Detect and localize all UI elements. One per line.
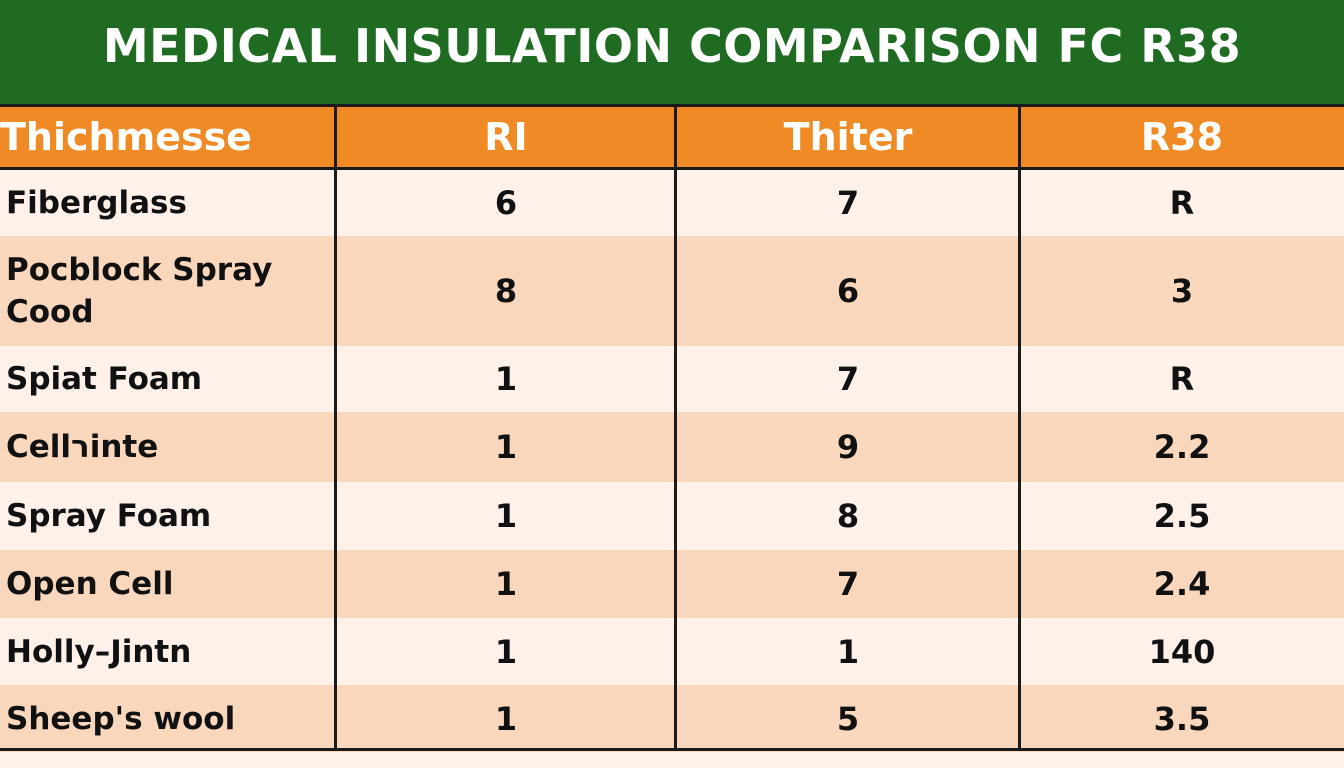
table-cell: 1 (676, 618, 1020, 685)
table-cell: 9 (676, 412, 1020, 482)
table-cell: 6 (336, 170, 676, 236)
table-cell: 8 (676, 482, 1020, 550)
table-cell: 7 (676, 550, 1020, 618)
table-cell: 2.5 (1020, 482, 1344, 550)
table-cell: 1 (336, 412, 676, 482)
column-divider (674, 104, 677, 750)
column-divider (334, 104, 337, 750)
table-row-label: Spiat Foam (0, 346, 336, 412)
column-divider (1018, 104, 1021, 750)
chart-title: MEDICAL INSULATION COMPARISON FC R38 (102, 19, 1242, 73)
table-cell: 7 (676, 170, 1020, 236)
table-cell: R (1020, 346, 1344, 412)
table-row-label: Open Cell (0, 550, 336, 618)
title-bar: MEDICAL INSULATION COMPARISON FC R38 (0, 0, 1344, 104)
table-cell: 6 (676, 236, 1020, 346)
table-cell: 7 (676, 346, 1020, 412)
table-cell: 3.5 (1020, 685, 1344, 752)
table-row-label: Cellרinte (0, 412, 336, 482)
table-cell: 1 (336, 482, 676, 550)
table-cell: 8 (336, 236, 676, 346)
table-row-label: Pocblock Spray Cood (0, 236, 336, 346)
table-cell: 5 (676, 685, 1020, 752)
table-row-label: Fiberglass (0, 170, 336, 236)
table-cell: 1 (336, 618, 676, 685)
table-cell: 1 (336, 550, 676, 618)
table-cell: 2.4 (1020, 550, 1344, 618)
table-cell: R (1020, 170, 1344, 236)
table-row-label: Sheep's wool (0, 685, 336, 752)
table-cell: 1 (336, 685, 676, 752)
table-grid: Thichmesse RI Thiter R38 Fiberglass 6 7 R Po… (0, 104, 1344, 752)
table-cell: 140 (1020, 618, 1344, 685)
column-header-ri: RI (336, 104, 676, 170)
column-header-thiter: Thiter (676, 104, 1020, 170)
table-cell: 3 (1020, 236, 1344, 346)
table-bottom-border (0, 748, 1344, 751)
column-header-r38: R38 (1020, 104, 1344, 170)
table-row-label: Spray Foam (0, 482, 336, 550)
comparison-table: Thichmesse RI Thiter R38 Fiberglass 6 7 R Po… (0, 104, 1344, 752)
table-cell: 1 (336, 346, 676, 412)
column-header-thichmesse: Thichmesse (0, 104, 336, 170)
table-row-label: Holly–Jintn (0, 618, 336, 685)
table-cell: 2.2 (1020, 412, 1344, 482)
